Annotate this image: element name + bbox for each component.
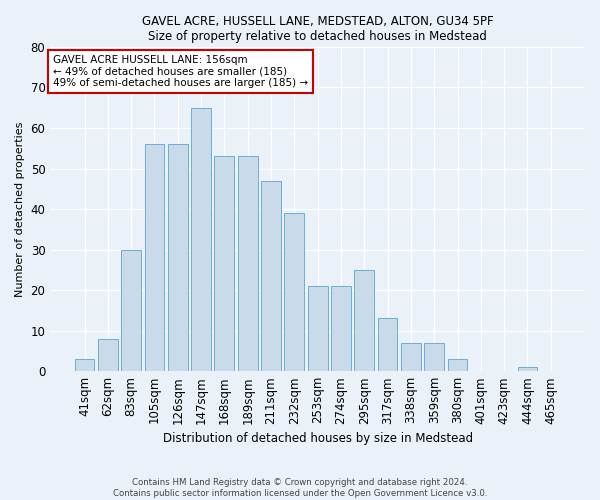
Bar [74, 359, 94, 371]
Bar [448, 359, 467, 371]
Bar [377, 318, 397, 371]
Bar [145, 144, 164, 371]
Bar [424, 343, 444, 371]
Bar [98, 339, 118, 371]
Bar [331, 286, 351, 371]
Bar [191, 108, 211, 371]
Bar [121, 250, 141, 371]
Text: GAVEL ACRE HUSSELL LANE: 156sqm
← 49% of detached houses are smaller (185)
49% o: GAVEL ACRE HUSSELL LANE: 156sqm ← 49% of… [53, 55, 308, 88]
Text: Contains HM Land Registry data © Crown copyright and database right 2024.
Contai: Contains HM Land Registry data © Crown c… [113, 478, 487, 498]
Y-axis label: Number of detached properties: Number of detached properties [15, 122, 25, 296]
Bar [284, 213, 304, 371]
Bar [355, 270, 374, 371]
Title: GAVEL ACRE, HUSSELL LANE, MEDSTEAD, ALTON, GU34 5PF
Size of property relative to: GAVEL ACRE, HUSSELL LANE, MEDSTEAD, ALTO… [142, 15, 493, 43]
Bar [308, 286, 328, 371]
Bar [401, 343, 421, 371]
Bar [261, 180, 281, 371]
Bar [518, 367, 538, 371]
Bar [168, 144, 188, 371]
X-axis label: Distribution of detached houses by size in Medstead: Distribution of detached houses by size … [163, 432, 473, 445]
Bar [214, 156, 234, 371]
Bar [238, 156, 257, 371]
